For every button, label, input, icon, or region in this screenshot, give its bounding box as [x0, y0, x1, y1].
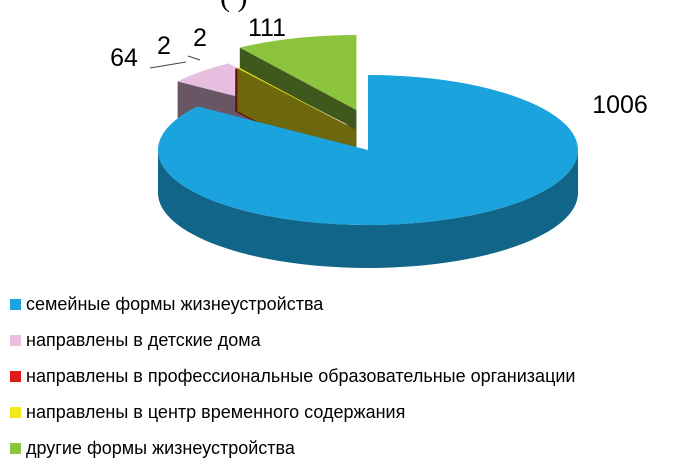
- legend-label: направлены в центр временного содержания: [26, 402, 406, 422]
- legend-item: семейные формы жизнеустройства: [10, 286, 575, 322]
- data-labels: 1006 64 2 2 111: [110, 14, 648, 119]
- pie-slice: [158, 75, 579, 268]
- legend-item: другие формы жизнеустройства: [10, 430, 575, 466]
- legend-item: направлены в центр временного содержания: [10, 394, 575, 430]
- data-label: 64: [110, 44, 138, 72]
- data-label: 2: [193, 24, 207, 52]
- pie-slice-top: [158, 75, 579, 226]
- legend-item: направлены в профессиональные образовате…: [10, 358, 575, 394]
- pie-slice-top: [237, 67, 356, 130]
- data-label: 2: [157, 32, 171, 60]
- legend: семейные формы жизнеустройства направлены…: [10, 286, 575, 466]
- legend-swatch: [10, 334, 21, 346]
- data-label: 1006: [592, 91, 648, 119]
- data-label: 111: [248, 14, 286, 42]
- leader-line: [187, 55, 201, 61]
- legend-label: направлены в детские дома: [26, 330, 261, 350]
- leader-line: [149, 61, 187, 69]
- legend-swatch: [10, 406, 21, 418]
- legend-label: направлены в профессиональные образовате…: [26, 366, 576, 386]
- legend-swatch: [10, 442, 21, 454]
- pie-slice-top: [239, 35, 357, 110]
- legend-label: другие формы жизнеустройства: [26, 438, 295, 458]
- legend-swatch: [10, 370, 21, 382]
- pie-slices: [158, 35, 579, 268]
- pie-slice-side: [158, 150, 578, 268]
- title-fragment: ( ): [220, 0, 247, 13]
- legend-item: направлены в детские дома: [10, 322, 575, 358]
- legend-label: семейные формы жизнеустройства: [26, 294, 324, 314]
- pie-chart: ( ) 1006 64 22 111: [110, 0, 648, 268]
- legend-swatch: [10, 298, 21, 310]
